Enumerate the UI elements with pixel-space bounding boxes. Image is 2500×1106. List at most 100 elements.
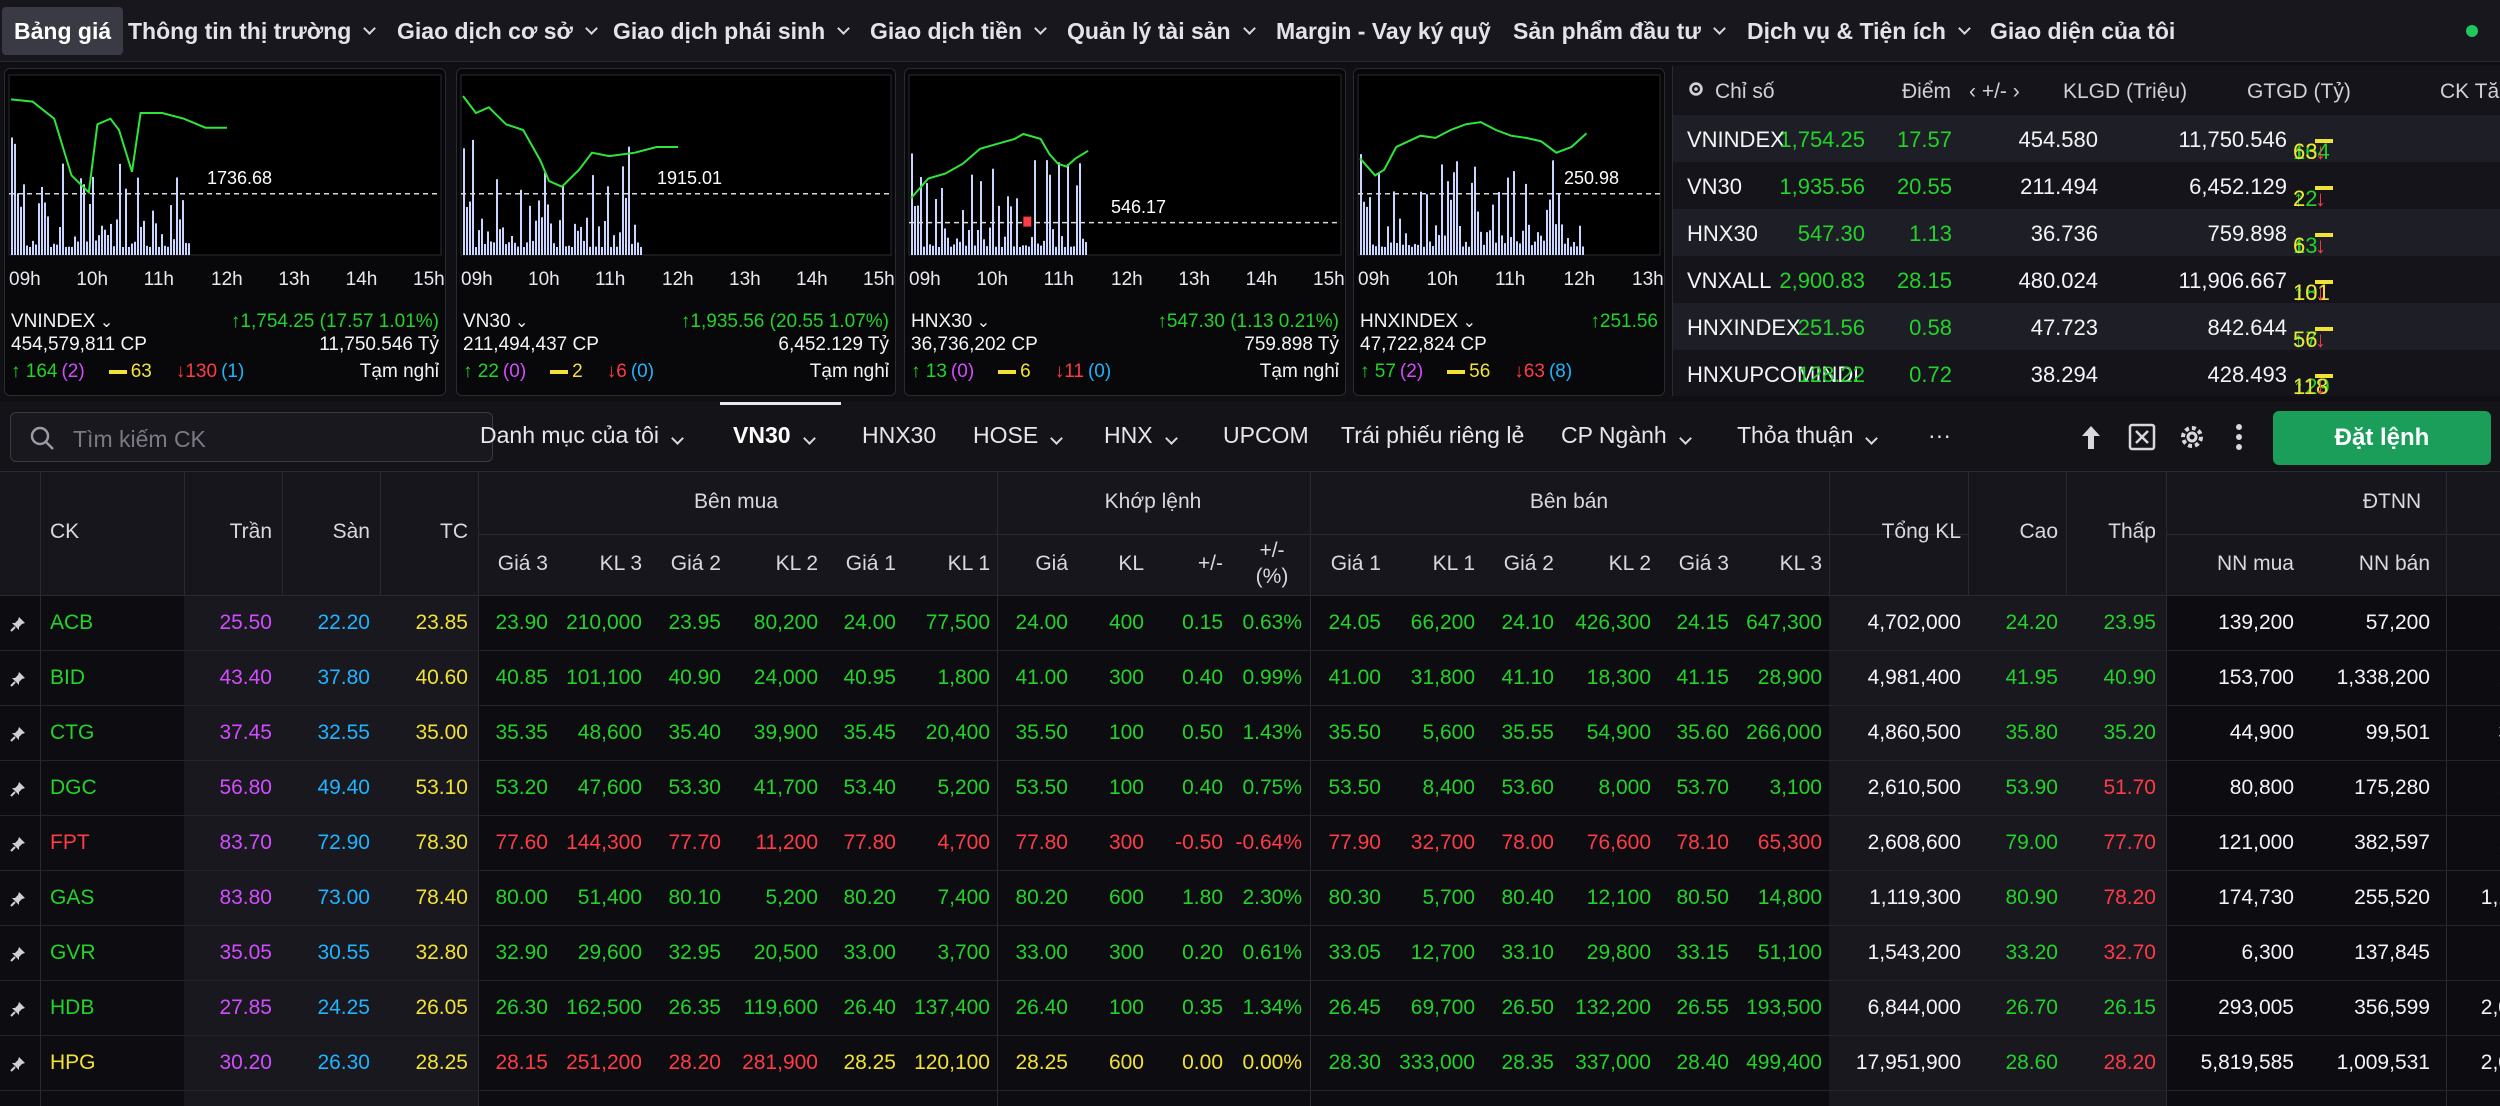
stock-row-bid[interactable]: BID 43.40 37.80 40.60 40.85 101,100 40.90 24,00… — [0, 651, 2500, 706]
header-ck[interactable]: CK — [50, 520, 80, 543]
tab-1[interactable]: VN30 — [733, 422, 816, 449]
pin-icon[interactable] — [10, 891, 26, 907]
index-name-select[interactable]: VNINDEX ⌄ — [11, 311, 113, 333]
stock-row-acb[interactable]: ACB 25.50 22.20 23.85 23.90 210,000 23.95 80,20… — [0, 596, 2500, 651]
nav-item-3[interactable]: Giao dịch phái sinh — [601, 7, 860, 55]
nav-item-5[interactable]: Quản lý tài sản — [1055, 7, 1266, 55]
header-b3[interactable]: Giá 3 — [497, 552, 548, 575]
header-s2[interactable]: Giá 2 — [1503, 552, 1554, 575]
index-name-select[interactable]: VN30 ⌄ — [463, 311, 528, 333]
header-ceil[interactable]: Trần — [229, 520, 272, 543]
header-mc[interactable]: +/- — [1197, 552, 1223, 575]
header-sv3[interactable]: KL 3 — [1779, 552, 1822, 575]
pin-icon[interactable] — [10, 1056, 26, 1072]
nav-item-6[interactable]: Margin - Vay ký quỹ — [1264, 7, 1503, 55]
tab-9[interactable]: ··· — [1928, 422, 1951, 449]
tab-0[interactable]: Danh mục của tôi — [480, 422, 684, 449]
upload-arrow-icon[interactable] — [2078, 422, 2104, 452]
pin-icon[interactable] — [10, 1001, 26, 1017]
index-panel-hnx30[interactable]: 546.17 09h 10h 11h 12h 13h 14h 15h HNX30 ⌄ ↑547.3… — [904, 68, 1346, 396]
cell-ceil: 27.85 — [219, 996, 272, 1019]
header-low[interactable]: Thấp — [2108, 520, 2156, 543]
nav-item-1[interactable]: Thông tin thị trường — [116, 7, 386, 55]
cell-ck[interactable]: GAS — [50, 886, 95, 909]
index-panel-vn30[interactable]: 1915.01 09h 10h 11h 12h 13h 14h 15h VN30 ⌄ ↑1,935… — [456, 68, 896, 396]
nav-item-9[interactable]: Giao diện của tôi — [1978, 7, 2187, 55]
tab-5[interactable]: UPCOM — [1223, 422, 1309, 449]
cell-ck[interactable]: ACB — [50, 611, 94, 634]
stock-row-ctg[interactable]: CTG 37.45 32.55 35.00 35.35 48,600 35.40 39,900… — [0, 706, 2500, 761]
stock-row-hdb[interactable]: HDB 27.85 24.25 26.05 26.30 162,500 26.35 119,6… — [0, 981, 2500, 1036]
index-table-row[interactable]: VNXALL 2,900.83 28.15 480.024 11,906.667 ↑ 18… — [1673, 256, 2500, 305]
cell-ck[interactable]: DGC — [50, 776, 97, 799]
header-fsell[interactable]: NN bán — [2358, 552, 2430, 575]
header-ref[interactable]: TC — [440, 520, 468, 543]
settings-gear-icon[interactable] — [2177, 422, 2207, 452]
cell-ck[interactable]: HDB — [50, 996, 95, 1019]
cell-fbuy: 121,000 — [2218, 831, 2294, 854]
header-mpct[interactable]: +/- (%) — [1255, 539, 1289, 588]
stock-row-dgc[interactable]: DGC 56.80 49.40 53.10 53.20 47,600 53.30 41,700… — [0, 761, 2500, 816]
search-input-placeholder[interactable]: Tìm kiếm CK — [73, 426, 206, 452]
cell-ck[interactable]: BID — [50, 666, 86, 689]
tab-3[interactable]: HOSE — [973, 422, 1064, 449]
nav-item-4[interactable]: Giao dịch tiền — [858, 7, 1057, 55]
tab-8[interactable]: Thỏa thuận — [1737, 422, 1879, 449]
header-sv1[interactable]: KL 1 — [1432, 552, 1475, 575]
stock-row-hpg[interactable]: HPG 30.20 26.30 28.25 28.15 251,200 28.20 281,9… — [0, 1036, 2500, 1091]
cell-ck[interactable]: HPG — [50, 1051, 96, 1074]
cell-ck[interactable]: FPT — [50, 831, 90, 854]
tab-6[interactable]: Trái phiếu riêng lẻ — [1341, 422, 1524, 449]
settings-gear-icon[interactable] — [1687, 80, 1705, 104]
place-order-button[interactable]: Đặt lệnh — [2273, 411, 2491, 465]
excel-export-icon[interactable] — [2127, 422, 2157, 452]
index-panel-hnxindex[interactable]: 250.98 09h 10h 11h 12h 13h HNXINDEX ⌄ ↑251.56 47… — [1353, 68, 1665, 396]
header-bv1[interactable]: KL 1 — [947, 552, 990, 575]
tab-7[interactable]: CP Ngành — [1561, 422, 1692, 449]
header-change-arrows[interactable]: ‹ +/- › — [1969, 80, 2020, 103]
tab-2[interactable]: HNX30 — [862, 422, 936, 449]
nav-item-0[interactable]: Bảng giá — [2, 7, 124, 55]
header-b2[interactable]: Giá 2 — [670, 552, 721, 575]
cell-ck[interactable]: GVR — [50, 941, 96, 964]
pin-icon[interactable] — [10, 946, 26, 962]
header-b1[interactable]: Giá 1 — [845, 552, 896, 575]
header-fbuy[interactable]: NN mua — [2216, 552, 2294, 575]
index-table-row[interactable]: HNXUPCOMINDE 128.22 0.72 38.294 428.493 ↑ 129… — [1673, 350, 2500, 399]
stock-row-gas[interactable]: GAS 83.80 73.00 78.40 80.00 51,400 80.10 5,200 8… — [0, 871, 2500, 926]
volume-bar — [1037, 243, 1039, 255]
pin-icon[interactable] — [10, 726, 26, 742]
index-table-row[interactable]: HNXINDEX 251.56 0.58 47.723 842.644 ↑ 57 56 ↓ — [1673, 303, 2500, 352]
index-panel-vnindex[interactable]: 1736.68 09h 10h 11h 12h 13h 14h 15h VNINDEX ⌄ ↑1,… — [4, 68, 446, 396]
header-total[interactable]: Tổng KL — [1881, 520, 1961, 543]
more-vertical-icon[interactable] — [2233, 422, 2245, 452]
header-floor[interactable]: Sàn — [332, 520, 370, 543]
cell-ck[interactable]: CTG — [50, 721, 95, 744]
header-s1[interactable]: Giá 1 — [1330, 552, 1381, 575]
pin-icon[interactable] — [10, 781, 26, 797]
header-high[interactable]: Cao — [2019, 520, 2058, 543]
index-name-select[interactable]: HNXINDEX ⌄ — [1360, 311, 1476, 333]
header-s3[interactable]: Giá 3 — [1678, 552, 1729, 575]
tab-4[interactable]: HNX — [1104, 422, 1178, 449]
index-table-row[interactable]: HNX30 547.30 1.13 36.736 759.898 ↑ 13 6 ↓ — [1673, 209, 2500, 258]
index-name-select[interactable]: HNX30 ⌄ — [911, 311, 990, 333]
pin-icon[interactable] — [10, 616, 26, 632]
volume-bar — [1513, 171, 1515, 255]
pin-icon[interactable] — [10, 836, 26, 852]
pin-icon[interactable] — [10, 671, 26, 687]
header-mp[interactable]: Giá — [1035, 552, 1068, 575]
volume-bar — [478, 230, 480, 255]
header-bv3[interactable]: KL 3 — [599, 552, 642, 575]
index-table-row[interactable]: VNINDEX 1,754.25 17.57 454.580 11,750.546 ↑ 1… — [1673, 115, 2500, 164]
stock-row-gvr[interactable]: GVR 35.05 30.55 32.80 32.90 29,600 32.95 20,500… — [0, 926, 2500, 981]
index-table-row[interactable]: VN30 1,935.56 20.55 211.494 6,452.129 ↑ 22 2 ↓ — [1673, 162, 2500, 211]
header-bv2[interactable]: KL 2 — [775, 552, 818, 575]
header-sv2[interactable]: KL 2 — [1608, 552, 1651, 575]
nav-item-7[interactable]: Sản phẩm đầu tư — [1501, 7, 1736, 55]
nav-item-2[interactable]: Giao dịch cơ sở — [385, 7, 608, 55]
nav-item-8[interactable]: Dịch vụ & Tiện ích — [1735, 7, 1981, 55]
stock-search-box[interactable]: Tìm kiếm CK — [10, 412, 493, 462]
stock-row-fpt[interactable]: FPT 83.70 72.90 78.30 77.60 144,300 77.70 11,20… — [0, 816, 2500, 871]
header-mv[interactable]: KL — [1118, 552, 1144, 575]
